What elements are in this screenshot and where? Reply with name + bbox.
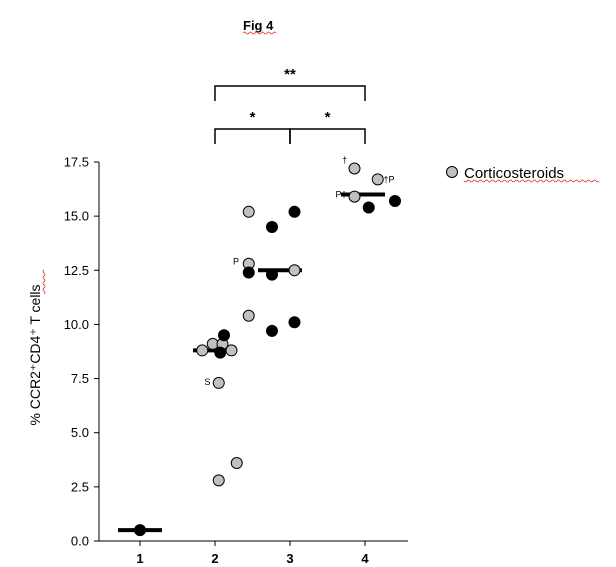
median-lines: [118, 192, 385, 533]
data-point-corticosteroids: [288, 264, 301, 277]
data-point-untreated: [362, 201, 375, 214]
point-annotation: P: [233, 257, 239, 267]
spellcheck-underline-legend: [463, 179, 600, 183]
x-tick-label: 2: [211, 551, 218, 566]
data-point-untreated: [389, 194, 401, 207]
data-point-corticosteroids: [371, 173, 384, 186]
data-point-corticosteroids: [196, 344, 209, 357]
significance-brackets: *** *: [214, 66, 366, 144]
y-tick-label: 0.0: [71, 534, 89, 549]
point-annotation: P†: [335, 189, 346, 199]
data-point-corticosteroids: [242, 205, 255, 218]
data-point-untreated: [218, 329, 230, 342]
y-ticks: 0.0 2.5 5.0 7.5 10.0 12.5 15.0 17.5: [64, 155, 99, 549]
legend: Corticosteroids: [446, 165, 600, 183]
data-point-corticosteroids: [212, 474, 225, 487]
legend-marker: [446, 166, 458, 178]
significance-label: **: [284, 66, 296, 83]
point-annotation: †: [342, 155, 347, 165]
x-tick-label: 3: [286, 551, 293, 566]
data-point-untreated: [266, 220, 278, 233]
data-point-untreated: [288, 205, 301, 218]
significance-bracket: [214, 128, 291, 144]
y-tick-label: 17.5: [64, 155, 89, 170]
data-points: [134, 162, 401, 537]
point-annotations: SP†P††P: [204, 155, 394, 387]
x-tick-label: 4: [361, 551, 369, 566]
point-annotation: †P: [383, 174, 394, 184]
y-tick-label: 15.0: [64, 209, 89, 224]
x-ticks: 1 2 3 4: [136, 541, 369, 566]
legend-label: Corticosteroids: [464, 165, 564, 182]
data-point-corticosteroids: [242, 309, 255, 322]
y-tick-label: 5.0: [71, 425, 89, 440]
spellcheck-underline-ylabel: [42, 269, 46, 295]
spellcheck-underline: [242, 31, 277, 35]
y-tick-label: 10.0: [64, 317, 89, 332]
figure-title: Fig 4: [243, 18, 274, 33]
y-axis-label: % CCR2⁺CD4⁺ T cells: [27, 284, 43, 425]
data-point-untreated: [134, 524, 146, 537]
y-tick-label: 7.5: [71, 371, 89, 386]
y-tick-label: 12.5: [64, 263, 89, 278]
data-point-corticosteroids: [230, 457, 243, 470]
data-point-corticosteroids: [212, 376, 225, 389]
significance-bracket: [289, 128, 366, 144]
data-point-untreated: [266, 268, 278, 281]
y-tick-label: 2.5: [71, 479, 89, 494]
significance-bracket: [214, 85, 366, 101]
significance-label: *: [325, 109, 331, 126]
data-point-untreated: [288, 316, 301, 329]
point-annotation: S: [204, 377, 210, 387]
data-point-corticosteroids: [225, 344, 238, 357]
x-tick-label: 1: [136, 551, 143, 566]
data-point-untreated: [266, 324, 278, 337]
data-point-corticosteroids: [348, 190, 361, 203]
data-point-untreated: [214, 346, 227, 359]
significance-label: *: [250, 109, 256, 126]
data-point-corticosteroids: [348, 162, 361, 175]
data-point-untreated: [242, 266, 255, 279]
axes: [98, 162, 408, 542]
